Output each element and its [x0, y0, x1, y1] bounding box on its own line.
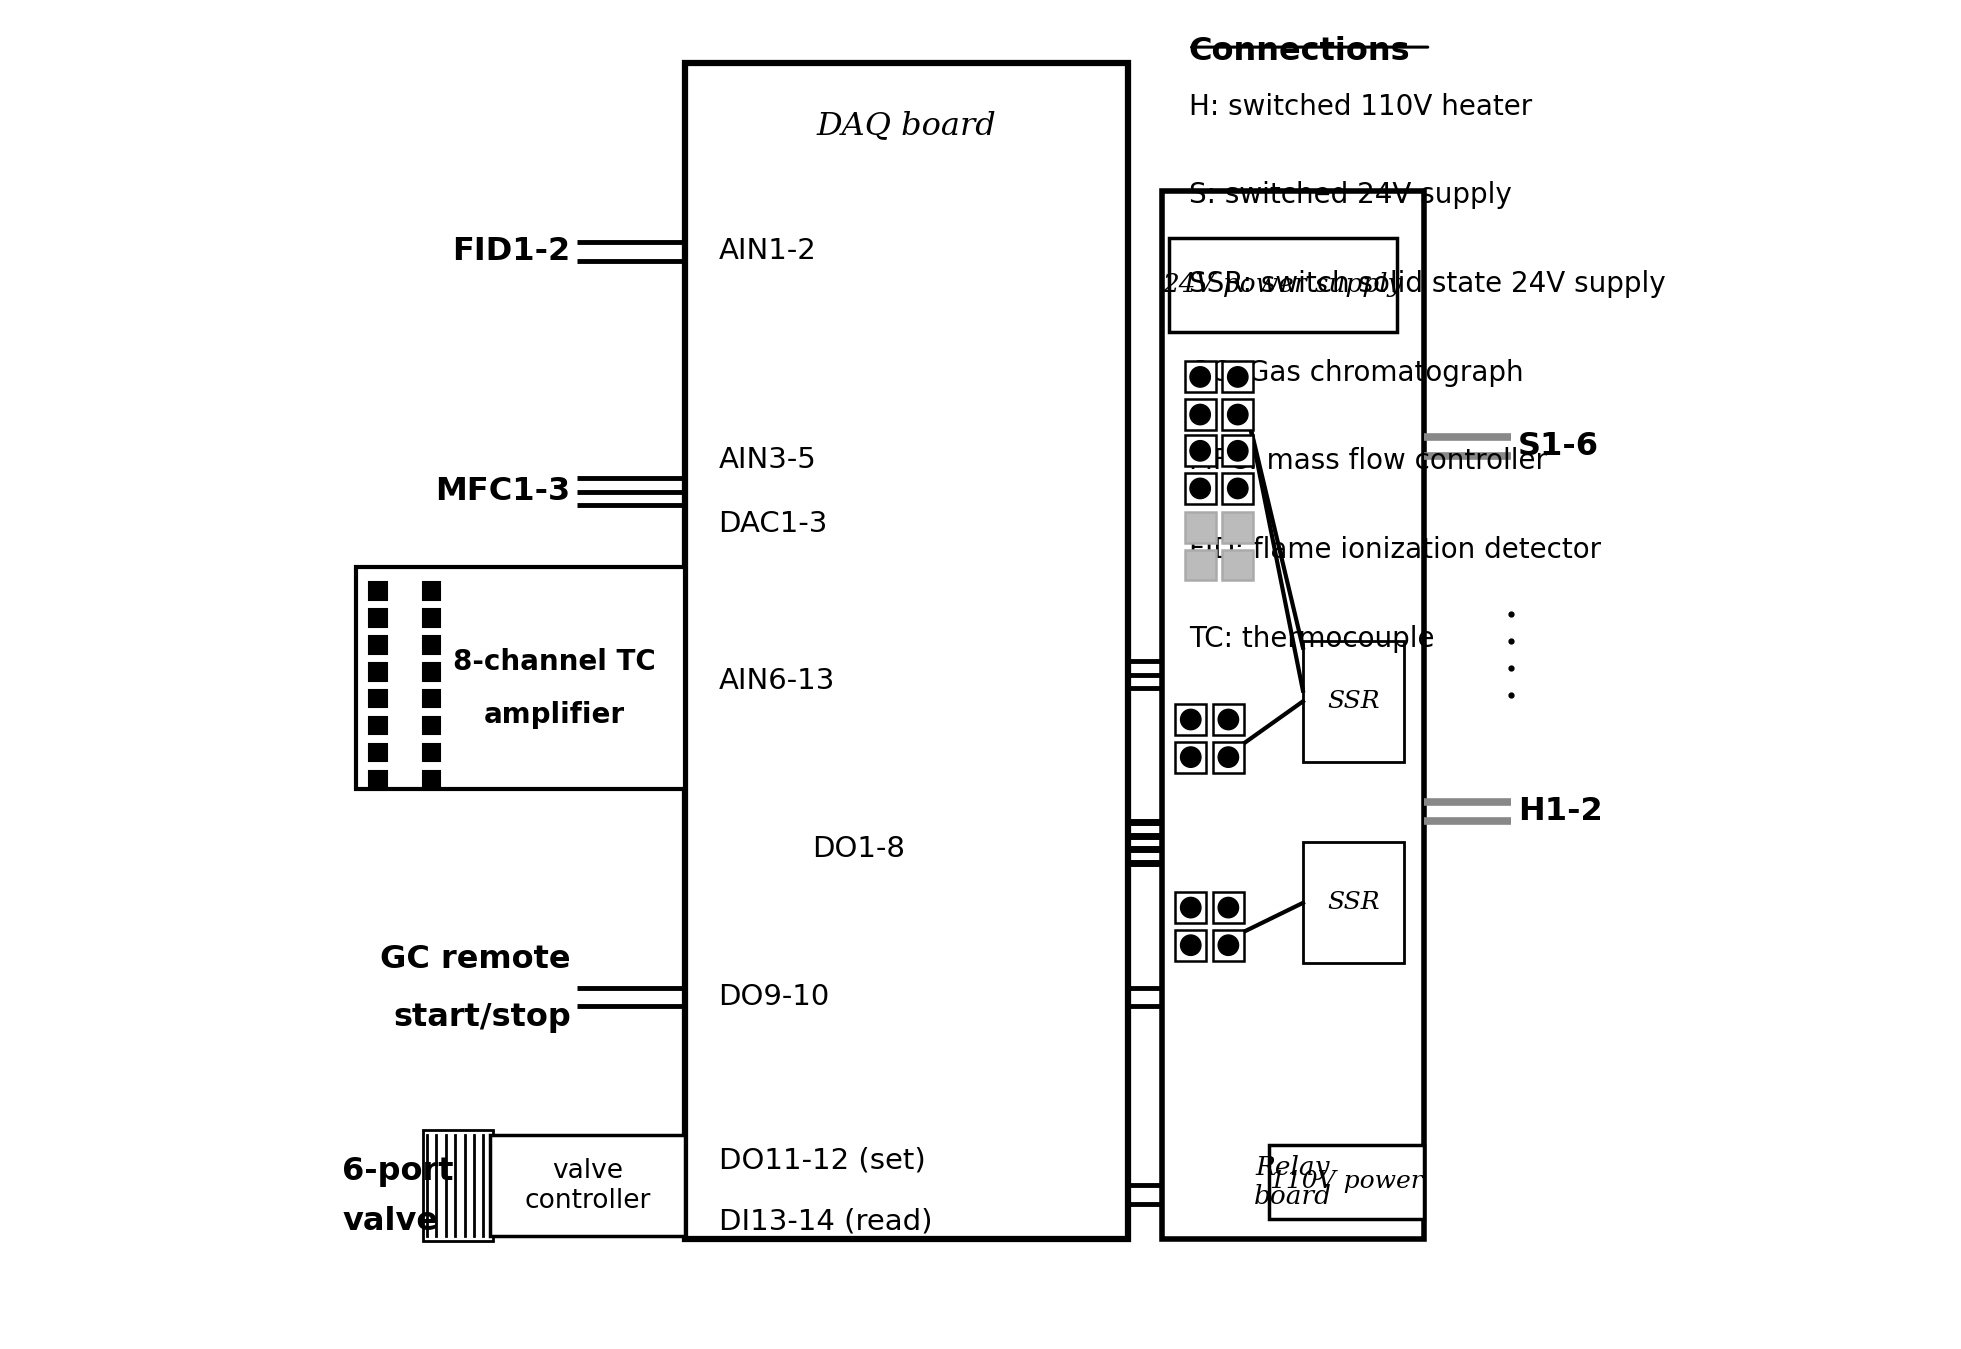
- Text: 110V power: 110V power: [1271, 1170, 1424, 1193]
- Circle shape: [1190, 405, 1210, 425]
- Bar: [1175, 742, 1206, 773]
- Bar: [490, 1136, 684, 1236]
- Text: 8-channel TC: 8-channel TC: [453, 648, 655, 676]
- Text: AIN6-13: AIN6-13: [718, 668, 835, 695]
- Bar: [369, 770, 386, 788]
- Circle shape: [1218, 747, 1239, 768]
- Text: valve
controller: valve controller: [524, 1157, 651, 1214]
- Circle shape: [1181, 747, 1200, 768]
- Text: amplifier: amplifier: [484, 701, 624, 730]
- Bar: [1184, 362, 1216, 393]
- Text: DO11-12 (set): DO11-12 (set): [718, 1147, 926, 1175]
- Bar: [1302, 641, 1404, 762]
- Text: 6-port: 6-port: [343, 1156, 453, 1187]
- Text: start/stop: start/stop: [392, 1001, 571, 1032]
- Bar: [1214, 704, 1243, 735]
- Bar: [1222, 511, 1253, 542]
- Bar: [1214, 892, 1243, 923]
- Bar: [1184, 436, 1216, 467]
- Text: MFC: mass flow controller: MFC: mass flow controller: [1188, 448, 1547, 475]
- Text: Connections: Connections: [1188, 36, 1410, 67]
- Bar: [1184, 511, 1216, 542]
- Text: FID: flame ionization detector: FID: flame ionization detector: [1188, 536, 1600, 564]
- Bar: [355, 567, 684, 789]
- Bar: [1175, 704, 1206, 735]
- Text: GC remote: GC remote: [380, 944, 571, 975]
- Text: DAQ board: DAQ board: [816, 111, 996, 142]
- Bar: [1175, 929, 1206, 960]
- Bar: [369, 664, 386, 680]
- Bar: [369, 716, 386, 734]
- Circle shape: [1228, 405, 1247, 425]
- Text: Relay
board: Relay board: [1253, 1155, 1332, 1209]
- Text: GC: Gas chromatograph: GC: Gas chromatograph: [1188, 359, 1524, 387]
- Circle shape: [1181, 935, 1200, 955]
- Circle shape: [1218, 897, 1239, 917]
- Text: H: switched 110V heater: H: switched 110V heater: [1188, 93, 1532, 121]
- Circle shape: [1228, 367, 1247, 387]
- Bar: [424, 610, 441, 627]
- Bar: [424, 583, 441, 600]
- Bar: [1175, 892, 1206, 923]
- Bar: [369, 610, 386, 627]
- Text: DO9-10: DO9-10: [718, 983, 830, 1010]
- Bar: [1184, 399, 1216, 430]
- Bar: [369, 689, 386, 707]
- Text: DI13-14 (read): DI13-14 (read): [718, 1207, 931, 1236]
- Bar: [424, 664, 441, 680]
- Text: MFC1-3: MFC1-3: [435, 476, 571, 507]
- Text: TC: thermocouple: TC: thermocouple: [1188, 625, 1433, 653]
- Text: valve: valve: [343, 1206, 439, 1237]
- Circle shape: [1228, 441, 1247, 461]
- Text: DAC1-3: DAC1-3: [718, 510, 828, 538]
- Bar: [1269, 1145, 1424, 1218]
- Bar: [1222, 362, 1253, 393]
- Bar: [684, 63, 1128, 1238]
- Bar: [1184, 549, 1216, 580]
- Text: FID1-2: FID1-2: [453, 236, 571, 267]
- Bar: [1222, 549, 1253, 580]
- Bar: [424, 770, 441, 788]
- Bar: [1169, 237, 1396, 332]
- Bar: [1161, 190, 1424, 1238]
- Text: SSR: SSR: [1328, 892, 1381, 915]
- Bar: [1222, 473, 1253, 505]
- Text: DO1-8: DO1-8: [812, 835, 906, 863]
- Text: H1-2: H1-2: [1518, 796, 1602, 827]
- Bar: [1302, 842, 1404, 963]
- Bar: [1214, 929, 1243, 960]
- Bar: [1214, 742, 1243, 773]
- Bar: [424, 637, 441, 654]
- Bar: [424, 743, 441, 761]
- Bar: [369, 743, 386, 761]
- Text: AIN3-5: AIN3-5: [718, 445, 816, 473]
- Circle shape: [1190, 479, 1210, 499]
- Circle shape: [1190, 367, 1210, 387]
- Circle shape: [1218, 710, 1239, 730]
- Bar: [1222, 436, 1253, 467]
- Circle shape: [1181, 897, 1200, 917]
- Bar: [369, 583, 386, 600]
- Circle shape: [1190, 441, 1210, 461]
- Text: S1-6: S1-6: [1518, 430, 1598, 461]
- Text: SSR: SSR: [1328, 689, 1381, 712]
- Text: S: switched 24V supply: S: switched 24V supply: [1188, 182, 1512, 209]
- Bar: [424, 716, 441, 734]
- Circle shape: [1181, 710, 1200, 730]
- Bar: [369, 637, 386, 654]
- Circle shape: [1218, 935, 1239, 955]
- Circle shape: [1228, 479, 1247, 499]
- Bar: [424, 689, 441, 707]
- Bar: [1222, 399, 1253, 430]
- Text: AIN1-2: AIN1-2: [718, 237, 816, 266]
- Text: SSR: switch solid state 24V supply: SSR: switch solid state 24V supply: [1188, 270, 1665, 298]
- Bar: [1184, 473, 1216, 505]
- Bar: [424, 1130, 492, 1241]
- Text: 24V power supply: 24V power supply: [1163, 272, 1402, 297]
